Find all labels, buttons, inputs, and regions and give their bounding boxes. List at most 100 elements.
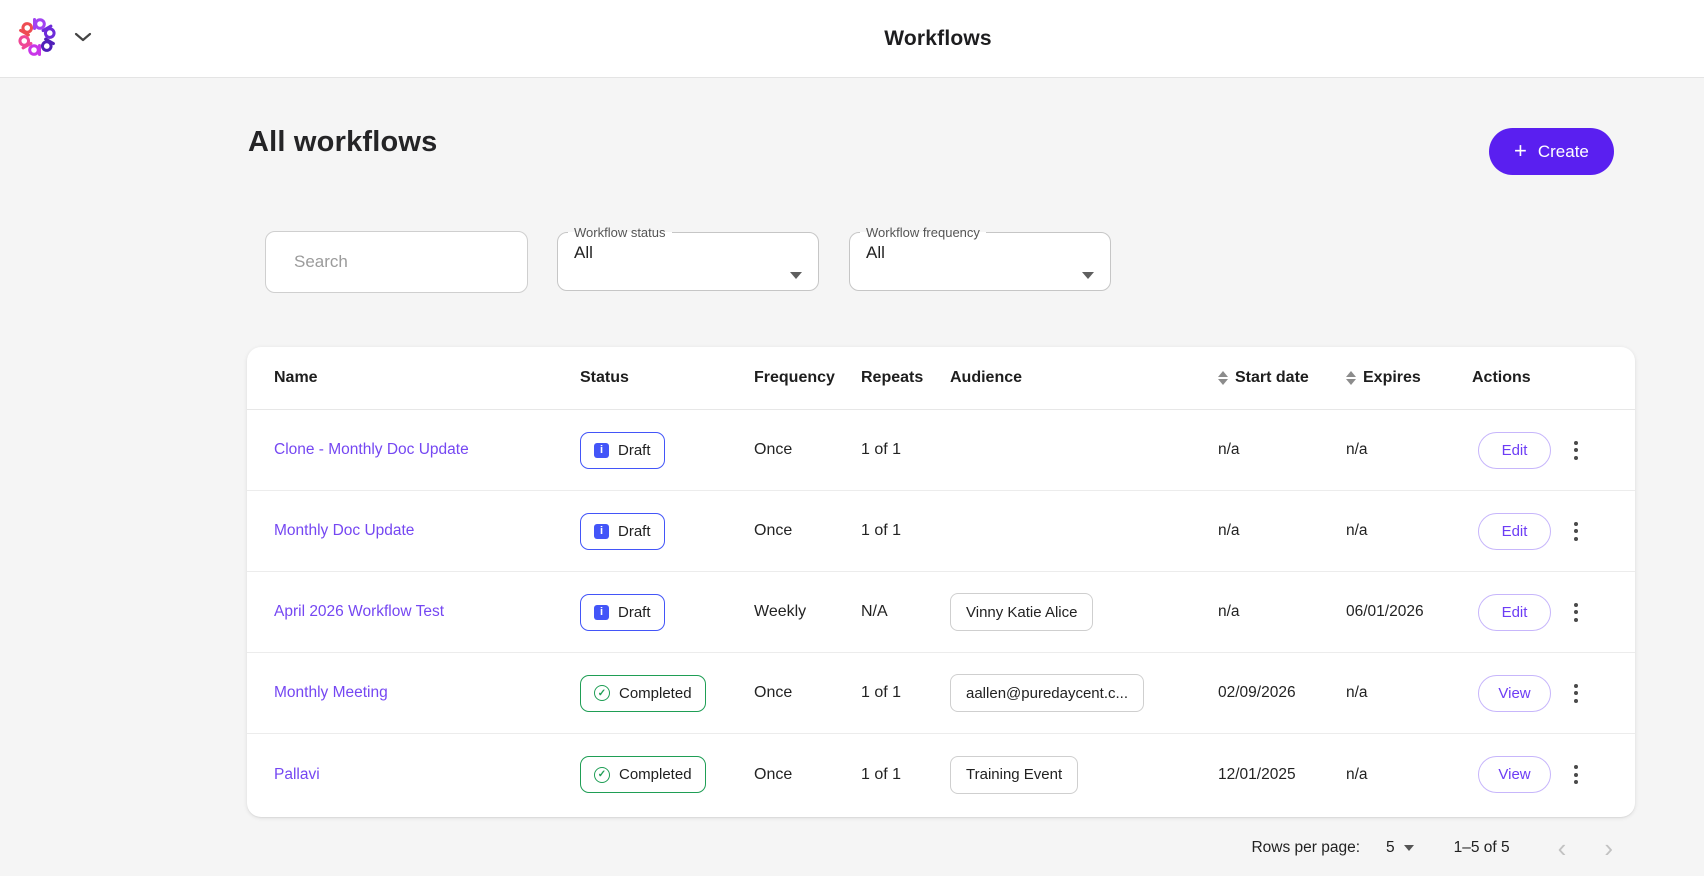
previous-page-icon[interactable]: ‹ [1554, 835, 1571, 861]
check-circle-icon: ✓ [594, 767, 610, 783]
repeats-cell: N/A [861, 603, 950, 621]
frequency-cell: Once [754, 766, 861, 784]
repeats-cell: 1 of 1 [861, 766, 950, 784]
table-header-row: Name Status Frequency Repeats Audience S… [247, 347, 1635, 410]
create-button-label: Create [1538, 142, 1589, 162]
kebab-menu-icon[interactable] [1568, 435, 1584, 466]
start-date-cell: n/a [1218, 441, 1346, 459]
repeats-cell: 1 of 1 [861, 441, 950, 459]
workflow-name-link[interactable]: Monthly Doc Update [274, 522, 414, 539]
status-badge-label: Completed [619, 766, 692, 783]
kebab-menu-icon[interactable] [1568, 516, 1584, 547]
start-date-cell: 12/01/2025 [1218, 766, 1346, 784]
status-badge-label: Completed [619, 685, 692, 702]
caret-down-icon [790, 272, 802, 279]
audience-chip-label: aallen@puredaycent.c... [966, 685, 1128, 702]
row-action-button[interactable]: Edit [1478, 594, 1551, 631]
table-row: April 2026 Workflow Test i ✓ Draft Weekl… [247, 572, 1635, 653]
frequency-cell: Weekly [754, 603, 861, 621]
info-square-icon: i [594, 443, 609, 458]
column-header-frequency: Frequency [754, 369, 861, 387]
column-header-status: Status [580, 369, 754, 387]
kebab-menu-icon[interactable] [1568, 759, 1584, 790]
workflow-status-select[interactable]: Workflow status All [557, 225, 819, 291]
workflow-frequency-label: Workflow frequency [860, 225, 986, 240]
kebab-menu-icon[interactable] [1568, 597, 1584, 628]
frequency-cell: Once [754, 684, 861, 702]
row-action-button[interactable]: Edit [1478, 513, 1551, 550]
section-heading: All workflows [248, 126, 438, 159]
start-date-cell: 02/09/2026 [1218, 684, 1346, 702]
audience-chip-label: Vinny Katie Alice [966, 604, 1077, 621]
sort-icon [1218, 371, 1228, 385]
workflow-frequency-value: All [850, 240, 1110, 263]
plus-icon: + [1514, 140, 1527, 162]
create-button[interactable]: + Create [1489, 128, 1614, 175]
audience-chip-label: Training Event [966, 766, 1062, 783]
table-body: Clone - Monthly Doc Update i ✓ Draft Onc… [247, 410, 1635, 815]
info-square-icon: i [594, 605, 609, 620]
column-header-repeats: Repeats [861, 369, 950, 387]
workflow-name-link[interactable]: April 2026 Workflow Test [274, 603, 444, 620]
top-bar: Workflows [0, 0, 1704, 78]
caret-down-icon [1082, 272, 1094, 279]
column-header-start-date-label: Start date [1235, 369, 1309, 387]
row-action-button[interactable]: View [1478, 675, 1551, 712]
status-badge: i ✓ Completed [580, 756, 706, 793]
workflow-name-link[interactable]: Pallavi [274, 766, 320, 783]
status-badge: i ✓ Draft [580, 594, 665, 631]
status-badge-label: Draft [618, 604, 651, 621]
expires-cell: n/a [1346, 684, 1472, 702]
table-row: Pallavi i ✓ Completed Once 1 of 1 Traini… [247, 734, 1635, 815]
status-badge: i ✓ Completed [580, 675, 706, 712]
chevron-down-icon[interactable] [74, 32, 92, 42]
workflow-name-link[interactable]: Clone - Monthly Doc Update [274, 441, 469, 458]
pagination-bar: Rows per page: 5 1–5 of 5 ‹ › [1251, 832, 1617, 864]
workflow-status-label: Workflow status [568, 225, 672, 240]
rows-per-page-label: Rows per page: [1251, 839, 1360, 857]
rows-per-page-select[interactable]: 5 [1386, 839, 1414, 857]
start-date-cell: n/a [1218, 603, 1346, 621]
workflow-frequency-select[interactable]: Workflow frequency All [849, 225, 1111, 291]
column-header-start-date[interactable]: Start date [1218, 369, 1346, 387]
status-badge-label: Draft [618, 442, 651, 459]
check-circle-icon: ✓ [594, 685, 610, 701]
brand-logo-icon [14, 14, 60, 60]
sort-icon [1346, 371, 1356, 385]
expires-cell: 06/01/2026 [1346, 603, 1472, 621]
expires-cell: n/a [1346, 522, 1472, 540]
row-action-button[interactable]: Edit [1478, 432, 1551, 469]
audience-chip: Training Event [950, 756, 1078, 794]
table-row: Monthly Doc Update i ✓ Draft Once 1 of 1… [247, 491, 1635, 572]
frequency-cell: Once [754, 441, 861, 459]
column-header-audience: Audience [950, 369, 1218, 387]
column-header-expires[interactable]: Expires [1346, 369, 1472, 387]
workflow-status-value: All [558, 240, 818, 263]
frequency-cell: Once [754, 522, 861, 540]
status-badge: i ✓ Draft [580, 432, 665, 469]
workflows-page: Workflows All workflows + Create Workflo… [0, 0, 1704, 876]
search-box[interactable] [265, 231, 528, 293]
column-header-actions: Actions [1472, 369, 1635, 387]
start-date-cell: n/a [1218, 522, 1346, 540]
next-page-icon[interactable]: › [1600, 835, 1617, 861]
column-header-expires-label: Expires [1363, 369, 1421, 387]
expires-cell: n/a [1346, 766, 1472, 784]
caret-down-icon [1404, 845, 1414, 851]
row-action-button[interactable]: View [1478, 756, 1551, 793]
status-badge: i ✓ Draft [580, 513, 665, 550]
kebab-menu-icon[interactable] [1568, 678, 1584, 709]
info-square-icon: i [594, 524, 609, 539]
audience-chip: aallen@puredaycent.c... [950, 674, 1144, 712]
workflows-table: Name Status Frequency Repeats Audience S… [247, 347, 1635, 817]
workflow-name-link[interactable]: Monthly Meeting [274, 684, 388, 701]
rows-per-page-value: 5 [1386, 839, 1395, 857]
audience-chip: Vinny Katie Alice [950, 593, 1093, 631]
search-input[interactable] [294, 252, 515, 272]
org-logo-button[interactable] [14, 14, 92, 60]
repeats-cell: 1 of 1 [861, 522, 950, 540]
table-row: Monthly Meeting i ✓ Completed Once 1 of … [247, 653, 1635, 734]
expires-cell: n/a [1346, 441, 1472, 459]
table-row: Clone - Monthly Doc Update i ✓ Draft Onc… [247, 410, 1635, 491]
repeats-cell: 1 of 1 [861, 684, 950, 702]
